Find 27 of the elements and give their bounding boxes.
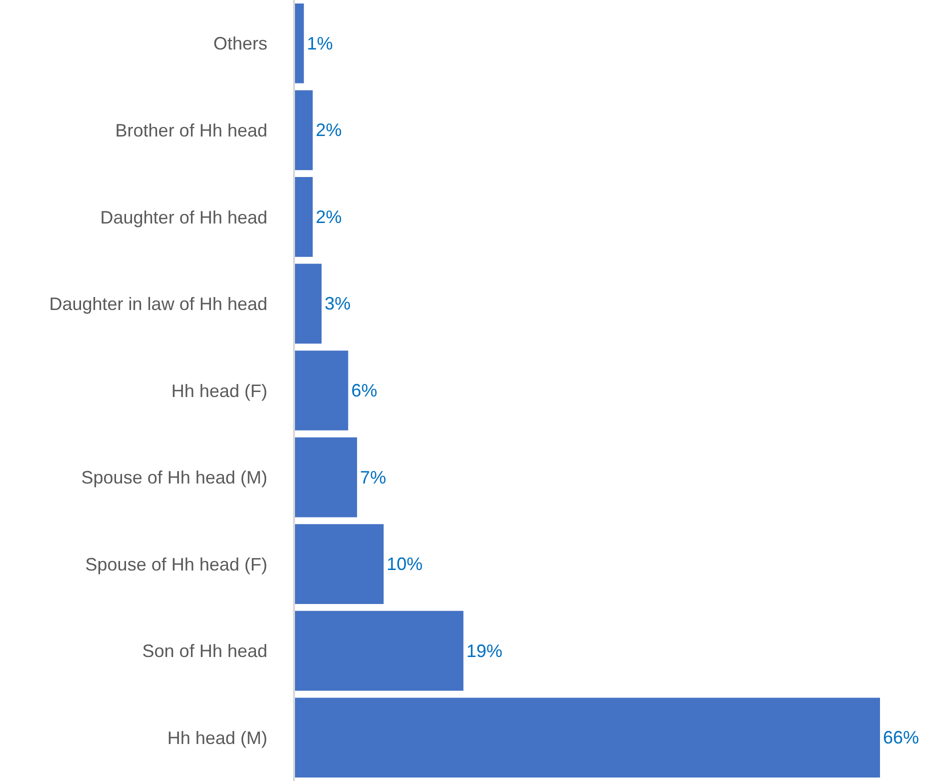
bar [295, 350, 348, 430]
data-label: 10% [386, 554, 423, 574]
y-tick-label: Hh head (F) [171, 380, 268, 401]
y-tick-label: Others [213, 34, 268, 54]
data-label: 2% [316, 206, 342, 227]
bar [295, 610, 464, 691]
bar [295, 3, 304, 84]
y-tick-label: Spouse of Hh head (M) [81, 468, 268, 488]
data-label: 6% [351, 380, 378, 400]
bar [295, 177, 313, 257]
bar [295, 524, 384, 604]
y-tick-label: Son of Hh head [142, 641, 268, 662]
y-tick-label: Hh head (M) [167, 728, 268, 748]
y-tick-label: Daughter in law of Hh head [49, 294, 268, 314]
data-label: 66% [883, 728, 920, 748]
bar [295, 437, 358, 518]
y-tick-label: Daughter of Hh head [100, 207, 268, 228]
data-label: 1% [306, 33, 333, 54]
data-label: 19% [466, 640, 502, 661]
bar [295, 264, 322, 344]
y-tick-label: Brother of Hh head [115, 120, 268, 140]
data-label: 2% [316, 120, 342, 140]
bar [295, 698, 880, 778]
data-label: 7% [360, 467, 386, 488]
y-tick-label: Spouse of Hh head (F) [85, 554, 268, 574]
data-label: 3% [324, 294, 351, 314]
bar [295, 90, 313, 170]
